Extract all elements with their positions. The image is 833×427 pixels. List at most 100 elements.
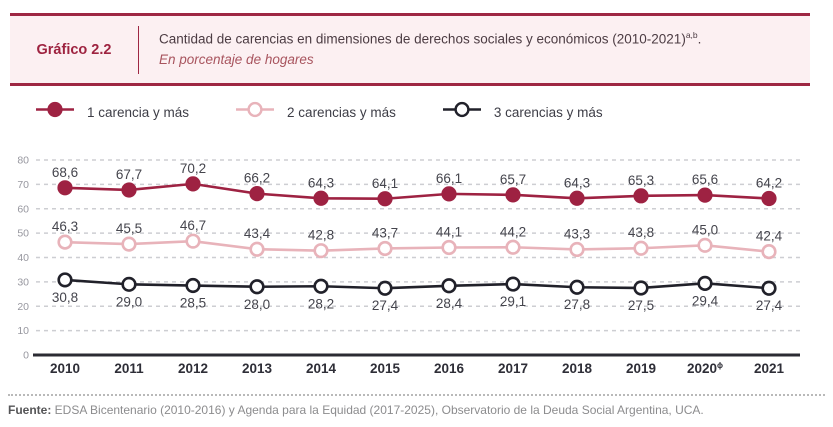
y-axis-tick-label: 60 [17, 203, 29, 215]
data-label: 70,2 [180, 161, 206, 176]
data-label: 27,4 [372, 298, 399, 313]
data-point [121, 182, 137, 198]
data-label: 27,8 [564, 297, 590, 312]
data-label: 29,1 [500, 294, 526, 309]
data-label: 46,3 [52, 219, 78, 234]
data-label: 28,4 [436, 296, 463, 311]
data-point [185, 277, 201, 294]
data-point [441, 278, 457, 294]
data-point [313, 278, 329, 294]
data-label: 43,3 [564, 226, 590, 241]
x-axis-year-label: 2019 [626, 361, 656, 376]
chart-legend: 1 carencia y más 2 carencias y más 3 car… [35, 101, 649, 123]
data-label: 65,3 [628, 173, 654, 188]
y-axis-tick-label: 20 [17, 301, 29, 313]
legend-marker-open-circle-pink-icon [235, 101, 275, 123]
data-label: 45,5 [116, 221, 142, 236]
y-axis-tick-label: 50 [17, 228, 29, 240]
x-axis-year-label: 2011 [114, 361, 144, 376]
data-point [569, 279, 585, 295]
x-axis-year-label: 2012 [178, 361, 208, 376]
data-point [505, 276, 521, 292]
legend-item-2-carencias: 2 carencias y más [235, 101, 396, 123]
data-label: 66,2 [244, 171, 270, 186]
data-point [57, 234, 73, 250]
x-axis-year-label: 2013 [242, 361, 273, 376]
data-label: 43,7 [372, 225, 398, 240]
source-note: Fuente: EDSA Bicentenario (2010-2016) y … [8, 403, 828, 417]
chart-subtitle: En porcentaje de hogares [159, 51, 314, 67]
data-point [441, 186, 457, 202]
data-point [633, 188, 649, 204]
data-label: 29,0 [116, 294, 142, 309]
data-point [185, 176, 201, 192]
data-label: 67,7 [116, 167, 142, 182]
data-point [313, 243, 329, 259]
data-label: 42,4 [756, 229, 783, 244]
data-label: 29,4 [692, 293, 719, 308]
data-label: 66,1 [436, 171, 462, 186]
data-label: 43,8 [628, 225, 654, 240]
x-axis-year-label: 2018 [562, 361, 593, 376]
series-line [64, 182, 770, 201]
data-point [57, 180, 73, 196]
data-point [761, 244, 777, 260]
data-label: 28,5 [180, 296, 206, 311]
x-axis-year-label: 2015 [370, 361, 401, 376]
source-label: Fuente: [8, 403, 52, 417]
y-axis-tick-label: 0 [23, 350, 29, 362]
data-label: 28,0 [244, 297, 270, 312]
data-point [761, 280, 777, 296]
chart-title: Cantidad de carencias en dimensiones de … [159, 30, 702, 47]
data-label: 42,8 [308, 228, 334, 243]
legend-label: 3 carencias y más [493, 104, 603, 120]
data-point [249, 279, 265, 295]
data-point [569, 190, 585, 206]
data-point [377, 240, 393, 257]
chart-header: Gráfico 2.2 Cantidad de carencias en dim… [10, 13, 810, 86]
data-point [505, 239, 521, 255]
data-point [121, 276, 137, 292]
data-point [185, 233, 201, 249]
legend-marker-filled-circle-icon [35, 101, 75, 123]
legend-label: 2 carencias y más [287, 104, 396, 120]
data-point [505, 187, 521, 203]
header-titles: Cantidad de carencias en dimensiones de … [139, 29, 701, 70]
data-point [377, 191, 393, 207]
data-point [249, 186, 265, 202]
header-divider [138, 25, 139, 74]
legend-item-1-carencia: 1 carencia y más [35, 101, 189, 123]
data-point [633, 280, 649, 296]
data-point [121, 236, 137, 252]
source-text: EDSA Bicentenario (2010-2016) y Agenda p… [51, 403, 704, 417]
series-line [64, 278, 770, 290]
data-label: 65,6 [692, 172, 718, 187]
data-label: 30,8 [52, 290, 78, 305]
data-label: 64,3 [564, 175, 590, 190]
data-label: 64,1 [372, 176, 398, 191]
legend-item-3-carencias: 3 carencias y más [442, 101, 603, 123]
y-axis-tick-label: 70 [17, 179, 29, 191]
data-label: 64,2 [756, 176, 782, 191]
data-label: 44,2 [500, 224, 526, 239]
y-axis-tick-label: 10 [17, 325, 29, 337]
x-axis-year-label: 2020ϕ [687, 361, 723, 376]
footer-separator [8, 394, 825, 396]
data-point [697, 275, 713, 291]
legend-label: 1 carencia y más [87, 104, 190, 120]
chart-area: 0 10 20 30 40 50 60 70 80 2010 2011 2012 2013 2014 201… [0, 138, 833, 390]
y-axis-tick-label: 30 [17, 276, 29, 288]
data-label: 65,7 [500, 172, 526, 187]
data-label: 64,3 [308, 175, 334, 190]
data-point [761, 190, 777, 207]
data-label: 27,5 [628, 298, 654, 313]
y-axis-tick-label: 80 [17, 155, 29, 167]
x-axis-year-label: 2021 [754, 361, 785, 376]
series-line [64, 239, 770, 253]
y-axis-tick-label: 40 [17, 252, 29, 264]
title-footnote-sup: a,b [685, 30, 698, 40]
data-point [57, 272, 73, 288]
data-point [569, 241, 585, 258]
data-point [441, 239, 457, 256]
